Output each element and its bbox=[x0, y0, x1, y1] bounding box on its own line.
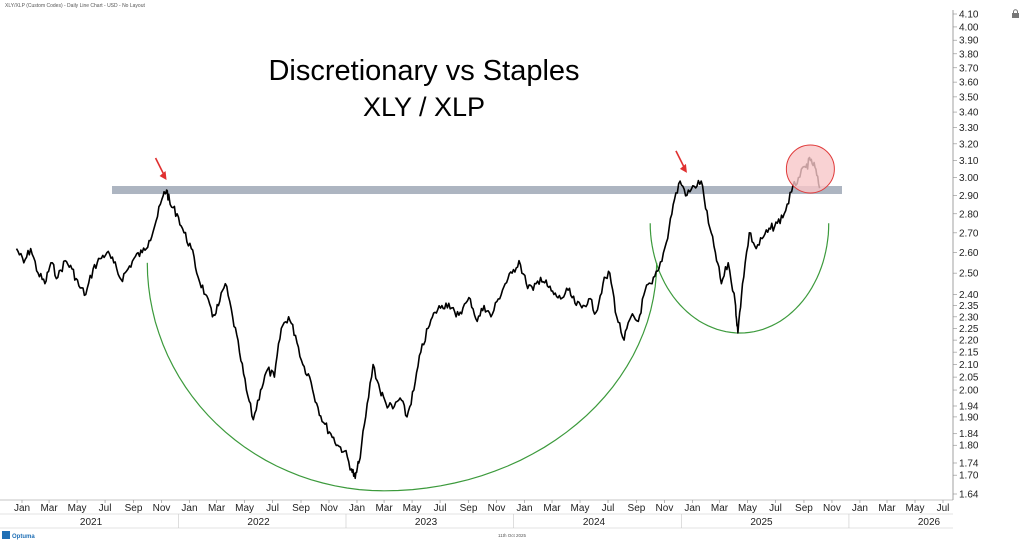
x-tick-label: Sep bbox=[125, 503, 143, 514]
resistance-band bbox=[112, 186, 842, 195]
y-tick-label: 1.64 bbox=[959, 490, 979, 501]
x-tick-label: Mar bbox=[711, 503, 729, 514]
x-tick-label: May bbox=[906, 503, 925, 514]
footer-date-stamp: 11th Oct 2025 bbox=[498, 533, 526, 538]
y-tick-label: 3.60 bbox=[959, 78, 979, 89]
y-tick-label: 2.30 bbox=[959, 312, 979, 323]
x-tick-label: May bbox=[403, 503, 422, 514]
footer-brand: Optuma bbox=[12, 534, 35, 540]
x-tick-label: Sep bbox=[628, 503, 646, 514]
x-tick-label: May bbox=[68, 503, 87, 514]
y-tick-label: 2.20 bbox=[959, 336, 979, 347]
y-tick-label: 3.30 bbox=[959, 123, 979, 134]
y-tick-label: 2.60 bbox=[959, 248, 979, 259]
x-tick-label: Mar bbox=[208, 503, 226, 514]
x-tick-label: Mar bbox=[543, 503, 561, 514]
y-tick-label: 2.25 bbox=[959, 324, 979, 335]
x-tick-label: Jul bbox=[99, 503, 112, 514]
x-tick-label: Jan bbox=[684, 503, 700, 514]
highlight-circle bbox=[785, 144, 835, 194]
chart-title: Discretionary vs Staples bbox=[268, 55, 579, 87]
chart-caption: XLY/XLP (Custom Codes) - Daily Line Char… bbox=[5, 3, 145, 9]
x-tick-label: Nov bbox=[320, 503, 338, 514]
y-tick-label: 2.15 bbox=[959, 348, 979, 359]
x-tick-label: Jul bbox=[266, 503, 279, 514]
y-tick-label: 2.50 bbox=[959, 269, 979, 280]
x-tick-label: Sep bbox=[795, 503, 813, 514]
x-year-label: 2021 bbox=[80, 517, 103, 528]
y-tick-label: 2.05 bbox=[959, 373, 979, 384]
y-tick-label: 2.70 bbox=[959, 228, 979, 239]
x-year-label: 2025 bbox=[750, 517, 773, 528]
series-line-xly-xlp bbox=[15, 156, 821, 480]
cup-arc-large bbox=[146, 262, 658, 492]
arrow-shaft bbox=[675, 150, 686, 170]
y-tick-label: 3.10 bbox=[959, 156, 979, 167]
y-tick-label: 3.40 bbox=[959, 108, 979, 119]
y-tick-label: 1.94 bbox=[959, 401, 979, 412]
x-year-label: 2023 bbox=[415, 517, 438, 528]
y-tick-label: 4.10 bbox=[959, 10, 979, 21]
y-tick-label: 2.00 bbox=[959, 386, 979, 397]
x-axis: Jan Mar May Jul Sep Nov Jan Mar May Jul Sep Nov Jan M… bbox=[0, 499, 953, 529]
y-tick-label: 2.40 bbox=[959, 290, 979, 301]
y-tick-label: 3.90 bbox=[959, 36, 979, 47]
y-tick-label: 1.84 bbox=[959, 429, 979, 440]
x-tick-label: Jul bbox=[937, 503, 950, 514]
y-tick-label: 3.50 bbox=[959, 92, 979, 103]
x-tick-label: Sep bbox=[292, 503, 310, 514]
y-tick-label: 3.20 bbox=[959, 139, 979, 150]
y-tick-label: 2.80 bbox=[959, 209, 979, 220]
y-tick-label: 1.74 bbox=[959, 458, 979, 469]
x-tick-label: Nov bbox=[488, 503, 506, 514]
lock-icon[interactable] bbox=[1012, 9, 1019, 18]
x-tick-label: Jan bbox=[181, 503, 197, 514]
y-tick-label: 2.35 bbox=[959, 301, 979, 312]
optuma-logo-icon bbox=[2, 531, 10, 539]
x-tick-label: Nov bbox=[153, 503, 171, 514]
x-tick-label: Mar bbox=[375, 503, 393, 514]
y-tick-label: 4.00 bbox=[959, 22, 979, 33]
x-tick-label: Mar bbox=[878, 503, 896, 514]
x-tick-label: Jul bbox=[769, 503, 782, 514]
cup-arc-small bbox=[649, 223, 830, 334]
chart-subtitle: XLY / XLP bbox=[363, 92, 485, 122]
y-tick-label: 1.70 bbox=[959, 471, 979, 482]
x-tick-label: Nov bbox=[823, 503, 841, 514]
x-tick-label: May bbox=[738, 503, 757, 514]
x-tick-label: Jan bbox=[852, 503, 868, 514]
arrow-head bbox=[159, 171, 167, 181]
x-tick-label: Jul bbox=[434, 503, 447, 514]
x-tick-label: Nov bbox=[656, 503, 674, 514]
y-tick-label: 1.80 bbox=[959, 441, 979, 452]
x-tick-label: Mar bbox=[40, 503, 58, 514]
y-tick-label: 3.70 bbox=[959, 63, 979, 74]
x-tick-label: Jul bbox=[602, 503, 615, 514]
y-tick-label: 1.90 bbox=[959, 412, 979, 423]
x-year-label: 2026 bbox=[918, 517, 941, 528]
arrow-head bbox=[679, 163, 687, 173]
y-tick-label: 2.90 bbox=[959, 191, 979, 202]
x-tick-label: Sep bbox=[460, 503, 478, 514]
x-year-label: 2024 bbox=[583, 517, 606, 528]
red-arrow-2021 bbox=[154, 157, 167, 181]
red-arrow-2024 bbox=[675, 150, 687, 173]
x-tick-label: Jan bbox=[516, 503, 532, 514]
arrow-shaft bbox=[154, 157, 166, 177]
x-year-label: 2022 bbox=[247, 517, 270, 528]
x-tick-label: May bbox=[571, 503, 590, 514]
y-axis-ticks: 4.104.00 3.90 3.80 3.70 3.60 3.50 3.40 3.30 3.20… bbox=[953, 10, 979, 501]
y-tick-label: 2.10 bbox=[959, 360, 979, 371]
x-tick-label: May bbox=[235, 503, 254, 514]
y-tick-label: 3.00 bbox=[959, 173, 979, 184]
x-tick-label: Jan bbox=[14, 503, 30, 514]
y-tick-label: 3.80 bbox=[959, 49, 979, 60]
optuma-logo: Optuma bbox=[2, 531, 35, 540]
x-tick-label: Jan bbox=[349, 503, 365, 514]
